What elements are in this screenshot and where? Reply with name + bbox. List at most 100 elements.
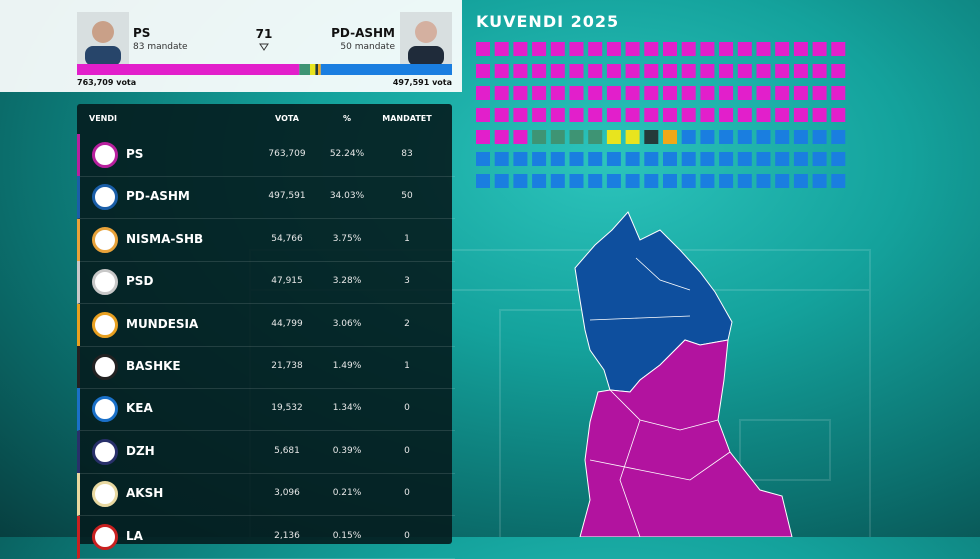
party-logo (92, 438, 118, 465)
party-name: DZH (126, 443, 155, 458)
seat (793, 108, 808, 122)
seat (756, 86, 771, 100)
seat (756, 130, 771, 144)
cell-percent: 0.15% (332, 530, 362, 541)
seat (494, 108, 509, 122)
seat (494, 174, 509, 188)
seat (569, 42, 584, 56)
seat (532, 42, 547, 56)
seat (550, 130, 565, 144)
cell-percent: 34.03% (329, 191, 365, 202)
seat (588, 64, 603, 78)
seat (737, 108, 752, 122)
cell-votes: 5,681 (274, 445, 300, 456)
seat (550, 174, 565, 188)
party-logo (92, 269, 118, 296)
seat (812, 130, 827, 144)
cell-seats: 0 (404, 530, 410, 541)
cell-votes: 3,096 (274, 488, 300, 499)
seat (812, 108, 827, 122)
seat (756, 42, 771, 56)
seat (737, 64, 752, 78)
seat (681, 64, 696, 78)
table-row: AKSH 3,096 0.21% 0 (77, 473, 455, 517)
seat (513, 86, 528, 100)
seat (625, 152, 640, 166)
seat (756, 152, 771, 166)
party-logo (92, 481, 118, 508)
votes-text: 763,709 vota (77, 78, 137, 87)
seat (700, 64, 715, 78)
seat (700, 174, 715, 188)
seat (644, 86, 659, 100)
seat (831, 130, 846, 144)
seat (756, 64, 771, 78)
seat (831, 108, 846, 122)
party-name: MUNDESIA (126, 316, 199, 331)
column-header: MANDATET (382, 114, 432, 123)
seat (532, 64, 547, 78)
seat (831, 174, 846, 188)
seat (532, 86, 547, 100)
seat (775, 130, 790, 144)
seat (681, 152, 696, 166)
seat (494, 86, 509, 100)
party-name: PD-ASHM (126, 189, 190, 204)
seat (569, 174, 584, 188)
majority: 71 (255, 27, 273, 41)
seat (681, 174, 696, 188)
seat (663, 174, 677, 188)
seat (812, 174, 827, 188)
seat (532, 130, 547, 144)
leader-photo (400, 12, 452, 64)
table-row: PSD 47,915 3.28% 3 (77, 261, 455, 305)
seat (700, 108, 715, 122)
seat (719, 174, 734, 188)
seat (588, 174, 603, 188)
seat (476, 86, 490, 100)
cell-percent: 0.21% (332, 488, 362, 499)
seat (737, 130, 752, 144)
seat (644, 108, 659, 122)
seat (606, 130, 621, 144)
seat (719, 130, 734, 144)
cell-seats: 0 (404, 403, 410, 414)
column-header: VOTA (275, 114, 299, 123)
seat (663, 42, 677, 56)
map (575, 212, 792, 537)
cell-percent: 52.24% (329, 149, 365, 159)
seat (663, 152, 677, 166)
seat (831, 42, 846, 56)
cell-percent: 1.34% (332, 403, 362, 414)
leader-photo (77, 12, 129, 64)
votes-text: 497,591 vota (392, 78, 452, 87)
seat (756, 174, 771, 188)
seat (550, 152, 565, 166)
cell-percent: 0.39% (332, 445, 362, 456)
seat (775, 108, 790, 122)
seat (775, 174, 790, 188)
seat (775, 152, 790, 166)
cell-votes: 21,738 (271, 361, 303, 371)
table-row: DZH 5,681 0.39% 0 (77, 430, 455, 474)
seat (812, 42, 827, 56)
party-name: AKSH (126, 486, 164, 501)
seat (606, 42, 621, 56)
seat (644, 130, 659, 144)
seat (625, 86, 640, 100)
party-logo (92, 396, 118, 423)
party-logo (92, 226, 118, 253)
seat-bar-segment (318, 64, 321, 75)
seats-text: 83 mandate (133, 42, 188, 52)
column-header: VENDI (89, 114, 117, 123)
seat (625, 174, 640, 188)
seat (831, 86, 846, 100)
party-name: PS (133, 26, 151, 40)
cell-votes: 47,915 (271, 276, 303, 287)
cell-seats: 2 (404, 318, 410, 329)
seat-grid (476, 42, 846, 188)
seat (719, 108, 734, 122)
majority-marker (259, 43, 269, 51)
seat (569, 152, 584, 166)
